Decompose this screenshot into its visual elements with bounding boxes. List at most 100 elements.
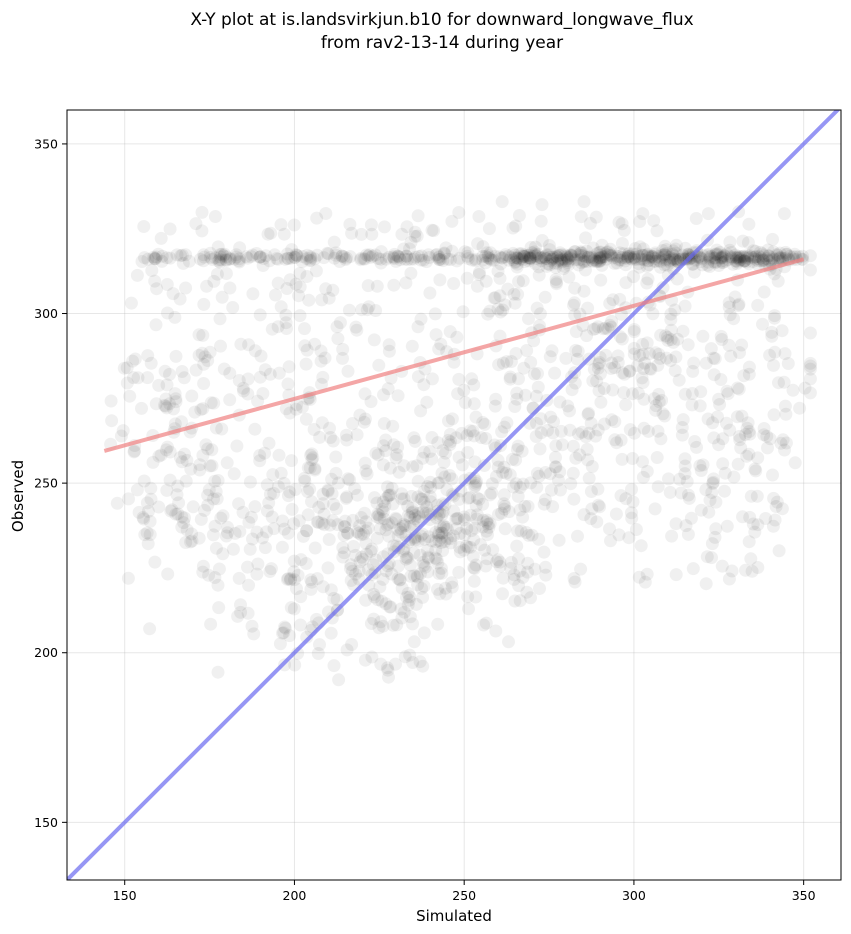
scatter-point [280,572,294,586]
scatter-point [480,552,494,566]
scatter-point [523,251,537,265]
scatter-point [592,245,606,259]
scatter-point [563,250,577,264]
scatter-point [472,266,486,279]
scatter-point [696,458,710,472]
scatter-point [283,629,297,643]
scatter-point [327,251,341,265]
scatter-point [467,574,481,588]
scatter-point [430,552,444,566]
scatter-point [366,249,379,263]
scatter-point [379,523,393,537]
scatter-point [555,253,568,267]
scatter-point [582,426,596,440]
scatter-point [751,298,765,312]
scatter-point [203,246,217,260]
scatter-point [438,470,452,484]
scatter-point [627,270,640,284]
scatter-point [575,425,589,439]
scatter-point [161,440,174,454]
scatter-point [537,545,551,559]
scatter-point [658,409,672,423]
scatter-point [568,296,581,310]
scatter-point [556,262,570,276]
scatter-point [202,483,216,497]
scatter-point [325,487,339,501]
scatter-point [633,252,647,266]
scatter-point [329,502,343,516]
scatter-point [605,356,619,370]
scatter-point [593,251,607,265]
scatter-point [740,421,754,435]
scatter-point [407,635,421,649]
scatter-point [281,377,295,391]
scatter-point [340,490,354,504]
scatter-point [573,307,587,321]
scatter-point [712,259,726,272]
scatter-point [408,225,422,239]
scatter-point [594,248,607,262]
scatter-point [149,250,163,264]
scatter-point [656,407,670,421]
scatter-point [636,470,650,484]
scatter-point [160,401,174,415]
scatter-point [671,252,685,266]
scatter-point [752,250,766,263]
scatter-point [357,527,371,541]
scatter-point [354,253,368,267]
scatter-point [495,506,509,520]
scatter-point [179,248,193,262]
scatter-point [494,251,508,265]
scatter-point [590,515,604,529]
scatter-point [569,253,583,267]
scatter-point [369,446,383,460]
scatter-point [391,572,405,586]
scatter-point [420,255,433,269]
plot-frame [66,109,842,881]
scatter-point [360,303,374,317]
scatter-point [480,513,494,527]
scatter-point [467,561,481,575]
scatter-point [316,580,330,594]
scatter-point [530,416,543,430]
scatter-point [552,253,566,267]
scatter-point [729,250,743,264]
scatter-point [606,293,620,307]
scatter-point [444,435,458,449]
scatter-point [308,337,322,351]
scatter-point [265,510,279,524]
scatter-point [680,475,694,488]
scatter-point [403,648,417,662]
scatter-point [435,466,449,480]
scatter-point [365,227,379,241]
scatter-point [233,241,247,255]
scatter-point [695,258,709,272]
scatter-point [149,397,163,411]
scatter-point [144,481,158,495]
scatter-point [493,250,506,264]
scatter-point [716,251,730,264]
scatter-point [315,377,328,391]
scatter-point [336,550,350,564]
scatter-point [305,495,318,509]
scatter-point [441,522,454,536]
scatter-point [208,571,222,584]
scatter-point [508,296,522,310]
scatter-point [548,460,562,474]
scatter-point [434,337,448,351]
scatter-point [143,622,157,636]
scatter-point [640,464,654,478]
scatter-point [307,423,321,436]
scatter-point [105,414,119,428]
scatter-point [526,250,540,263]
scatter-point [627,341,641,355]
scatter-point [395,487,408,501]
scatter-point [277,522,291,536]
scatter-point [179,281,193,295]
scatter-point [403,558,417,572]
scatter-point [463,491,477,505]
scatter-point [281,489,295,503]
scatter-point [461,252,475,265]
scatter-point [721,253,735,267]
scatter-point [305,575,319,589]
